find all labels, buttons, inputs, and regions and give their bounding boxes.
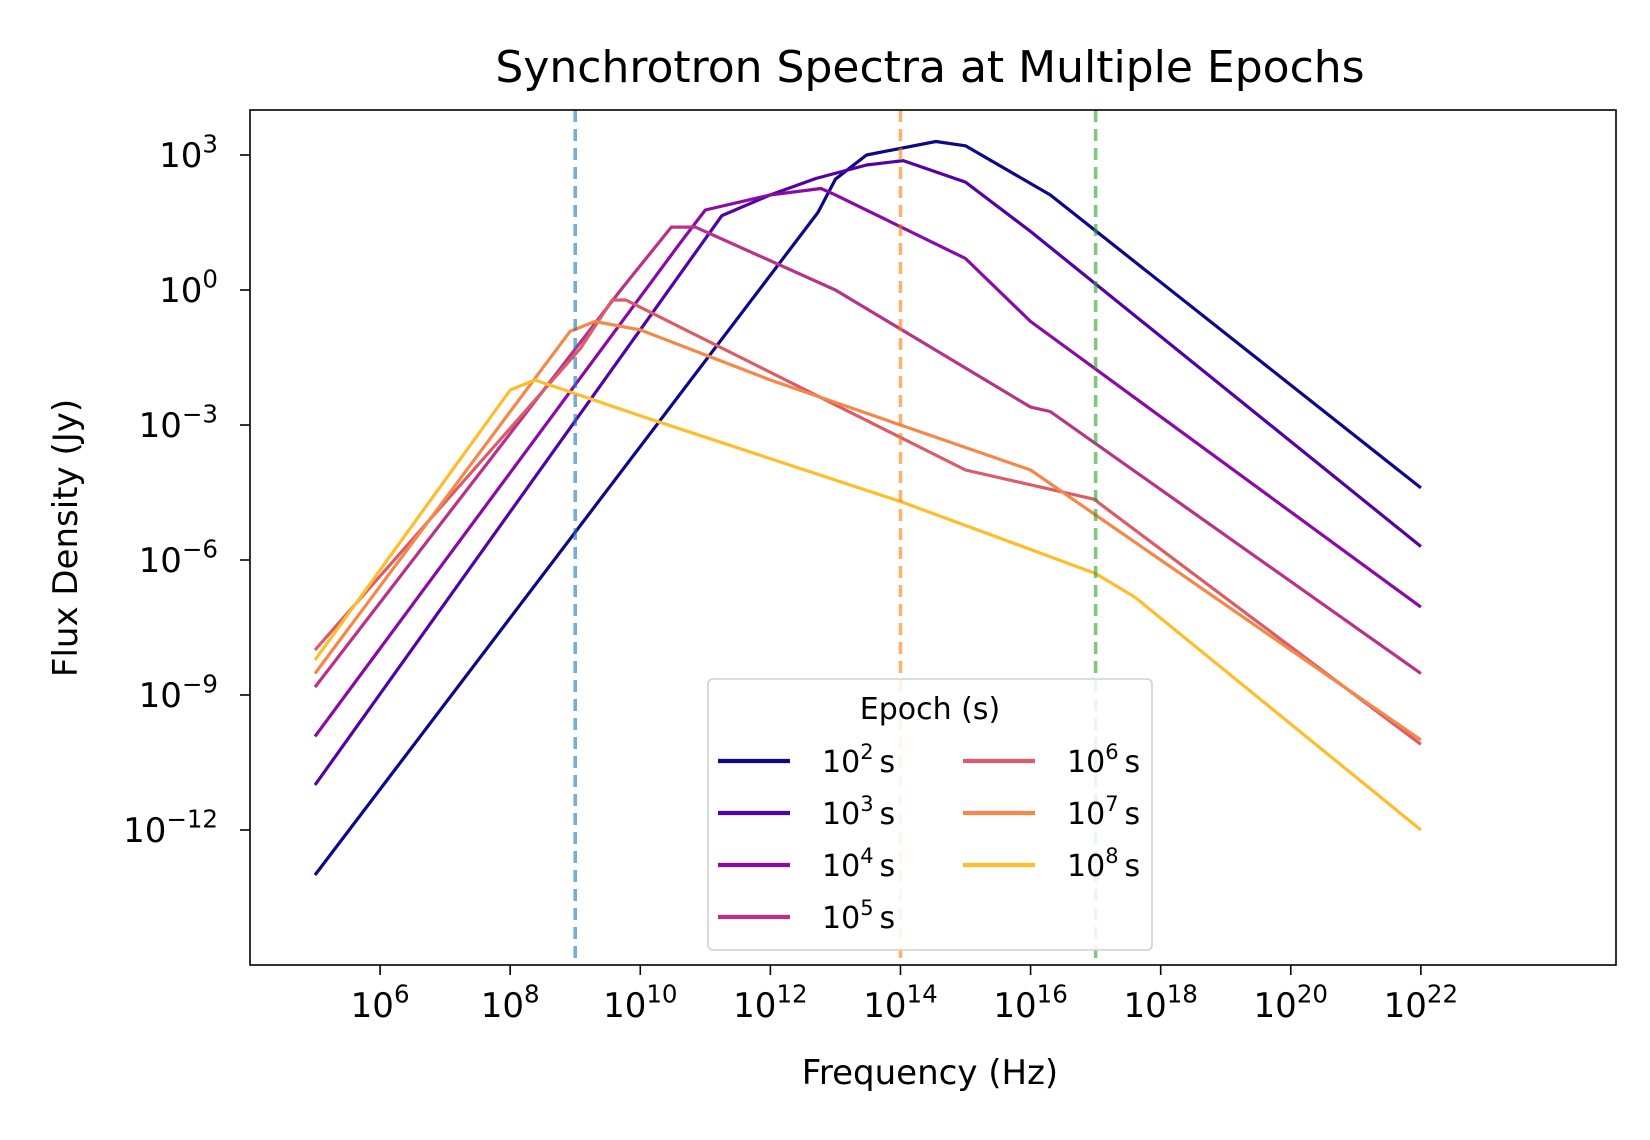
x-tick-label: 106: [351, 980, 410, 1026]
x-tick-label: 1012: [733, 980, 807, 1026]
legend-entry-label: 103 s: [822, 792, 895, 832]
series-line-3: [313, 186, 1422, 738]
legend-entry-label: 102 s: [822, 740, 895, 780]
y-tick-label: 10−6: [139, 535, 218, 581]
y-axis: 103 100 10−3 10−6 10−9 10−12: [123, 130, 250, 851]
legend-entry-label: 107 s: [1067, 792, 1140, 832]
series-line-2: [313, 159, 1422, 786]
chart-title: Synchrotron Spectra at Multiple Epochs: [495, 42, 1364, 93]
x-axis-label: Frequency (Hz): [802, 1053, 1058, 1093]
y-tick-label: 10−3: [139, 400, 218, 446]
legend-frame: [707, 678, 1153, 951]
x-tick-label: 1018: [1123, 980, 1197, 1026]
series-line-4: [313, 225, 1422, 689]
plot-frame: [249, 109, 1617, 966]
x-tick-label: 1020: [1254, 980, 1328, 1026]
x-tick-label: 108: [481, 980, 540, 1026]
series-line-7: [313, 378, 1422, 832]
legend: Epoch (s) 102 s 103 s 104 s 105 s 106 s 107 s 1…: [707, 678, 1153, 951]
series-line-5: [313, 298, 1422, 746]
legend-entry-label: 105 s: [822, 896, 895, 936]
y-tick-label: 10−12: [123, 805, 218, 851]
y-axis-label: Flux Density (Jy): [46, 399, 86, 677]
x-tick-label: 1010: [603, 980, 677, 1026]
y-tick-label: 100: [159, 265, 218, 311]
legend-entry-label: 106 s: [1067, 740, 1140, 780]
x-tick-label: 1014: [863, 980, 937, 1026]
series-line-6: [313, 319, 1422, 742]
x-tick-label: 1022: [1384, 980, 1458, 1026]
x-tick-label: 1016: [993, 980, 1067, 1026]
y-tick-label: 103: [159, 130, 218, 176]
legend-title: Epoch (s): [860, 692, 1000, 727]
x-axis: 106 108 1010 1012 1014 1016 1018 1020 1022: [351, 965, 1458, 1026]
y-tick-label: 10−9: [139, 670, 218, 716]
legend-entry-label: 104 s: [822, 844, 895, 884]
legend-entry-label: 108 s: [1067, 844, 1140, 884]
